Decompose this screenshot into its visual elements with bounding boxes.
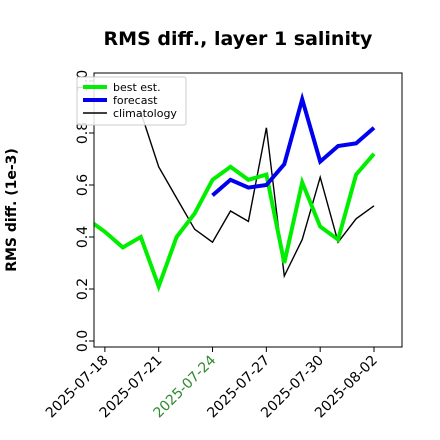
y-tick-label: 0.2 <box>75 278 91 300</box>
chart-title: RMS diff., layer 1 salinity <box>104 28 374 50</box>
y-tick-label: 0.4 <box>75 226 91 248</box>
y-axis-label: RMS diff. (1e-3) <box>4 148 20 272</box>
legend-label: climatology <box>113 107 177 120</box>
y-tick-label: 0.8 <box>75 122 91 144</box>
series-line-climatology <box>140 111 375 279</box>
y-tick-label: 0.6 <box>75 174 91 196</box>
series-line-best-est <box>94 152 376 293</box>
plot-area: 0.00.20.40.60.81.02025-07-182025-07-2120… <box>43 70 403 421</box>
y-tick-label: 0.0 <box>75 330 91 352</box>
legend-label: forecast <box>113 94 158 107</box>
legend-label: best est. <box>113 81 161 94</box>
plot-frame <box>93 72 403 348</box>
series-line-forecast <box>211 91 376 197</box>
